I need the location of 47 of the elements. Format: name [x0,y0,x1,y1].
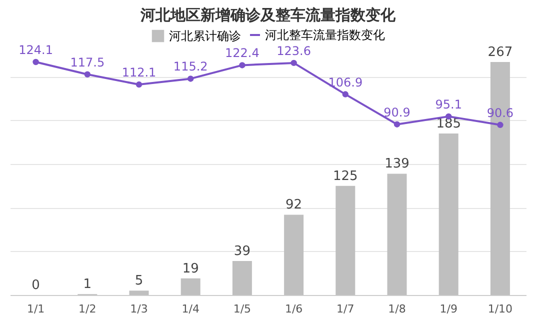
point [187,76,194,82]
x-tick-label: 1/2 [78,302,96,316]
x-tick-label: 1/4 [182,302,200,316]
bar [387,174,407,295]
data-label: 124.1 [18,43,53,57]
data-label: 39 [234,244,250,259]
x-tick-label: 1/7 [336,302,354,316]
data-label: 112.1 [122,66,156,80]
bar [284,214,304,295]
x-tick-label: 1/10 [488,302,513,316]
x-tick-label: 1/5 [233,302,252,316]
data-label: 106.9 [328,75,363,90]
x-tick-label: 1/9 [440,302,458,316]
point [394,121,400,128]
data-label: 122.4 [225,46,260,60]
x-tick-label: 1/8 [388,302,406,316]
x-tick-label: 1/3 [130,302,148,316]
legend-label: 河北累计确诊 [169,29,241,43]
point [84,71,91,78]
data-label: 139 [384,156,410,172]
chart-title: 河北地区新增确诊及整车流量指数变化 [140,6,396,24]
bar [336,186,356,295]
bar [180,278,200,295]
data-label: 19 [182,261,199,276]
data-label: 95.1 [435,97,462,112]
point [290,60,297,66]
data-label: 0 [32,278,40,293]
data-label: 123.6 [276,44,311,58]
bar [232,260,252,295]
data-label: 267 [488,45,513,60]
data-label: 5 [134,274,144,289]
point [32,58,39,66]
point [136,81,142,88]
bar [438,134,458,295]
data-label: 1 [83,277,92,292]
x-tick-label: 1/6 [284,302,303,316]
bar [129,290,149,295]
point [497,122,504,128]
point [239,62,246,68]
point [342,91,349,98]
data-label: 125 [332,168,358,184]
x-tick-label: 1/1 [26,302,45,316]
data-label: 92 [286,198,302,213]
data-label: 117.5 [70,55,105,70]
data-label: 90.9 [384,105,410,120]
data-label: 115.2 [173,60,208,74]
legend-label: 河北整车流量指数变化 [265,28,385,42]
